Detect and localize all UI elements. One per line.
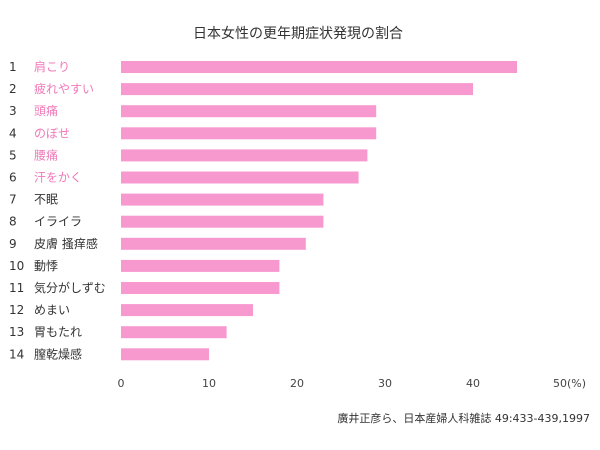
rank-label: 13 [9,325,24,339]
bar [121,127,377,140]
bar [121,171,359,184]
rank-label: 1 [9,60,17,74]
category-label: 膣乾燥感 [34,346,82,361]
category-label: のぼせ [34,126,70,140]
chart-source: 廣井正彦ら、日本産婦人科雑誌 49:433-439,1997 [337,411,590,425]
category-label: 疲れやすい [34,81,94,96]
category-label: 腰痛 [34,147,58,162]
bar [121,105,377,118]
rank-label: 10 [9,259,24,273]
bar [121,326,227,339]
bar [121,304,253,317]
rank-label: 7 [9,193,17,207]
x-tick-label: 0 [118,377,125,390]
x-axis-ticks: 0 10 20 30 40 50(%) [118,377,587,390]
rank-label: 3 [9,104,17,118]
x-tick-label: 40 [466,377,480,390]
bar [121,259,280,272]
rank-label: 6 [9,171,17,185]
category-label: 頭痛 [34,103,58,118]
category-label: めまい [34,303,70,317]
category-label: 動悸 [34,259,58,273]
category-label: 肩こり [34,59,70,74]
bar [121,237,306,250]
chart-title: 日本女性の更年期症状発現の割合 [193,25,403,42]
rank-label: 2 [9,82,17,96]
bar [121,348,209,361]
bar [121,193,324,206]
x-tick-label: 20 [290,377,304,390]
bar [121,215,324,228]
x-tick-label: 50(%) [553,377,586,390]
category-label: 気分がしずむ [34,280,106,295]
category-label: 皮膚 搔痒感 [34,236,98,251]
bar [121,83,473,96]
category-label: 不眠 [34,193,58,207]
rank-label: 5 [9,148,17,162]
x-tick-label: 30 [378,377,392,390]
bar [121,149,368,162]
rank-label: 8 [9,215,17,229]
category-label: 胃もたれ [34,325,82,339]
rank-label: 4 [9,126,17,140]
rank-label: 12 [9,303,24,317]
category-label: 汗をかく [34,171,82,185]
bar [121,282,280,294]
x-tick-label: 10 [202,377,216,390]
rank-label: 14 [9,347,24,361]
category-label: イライラ [34,215,82,229]
bar-rows: 1 肩こり 2 疲れやすい 3 頭痛 4 のぼせ 5 腰痛 6 汗をかく 7 不眠 8 イライラ 9 皮膚 搔痒感… [9,59,517,361]
bar [121,61,517,73]
rank-label: 11 [9,281,24,295]
rank-label: 9 [9,237,17,251]
